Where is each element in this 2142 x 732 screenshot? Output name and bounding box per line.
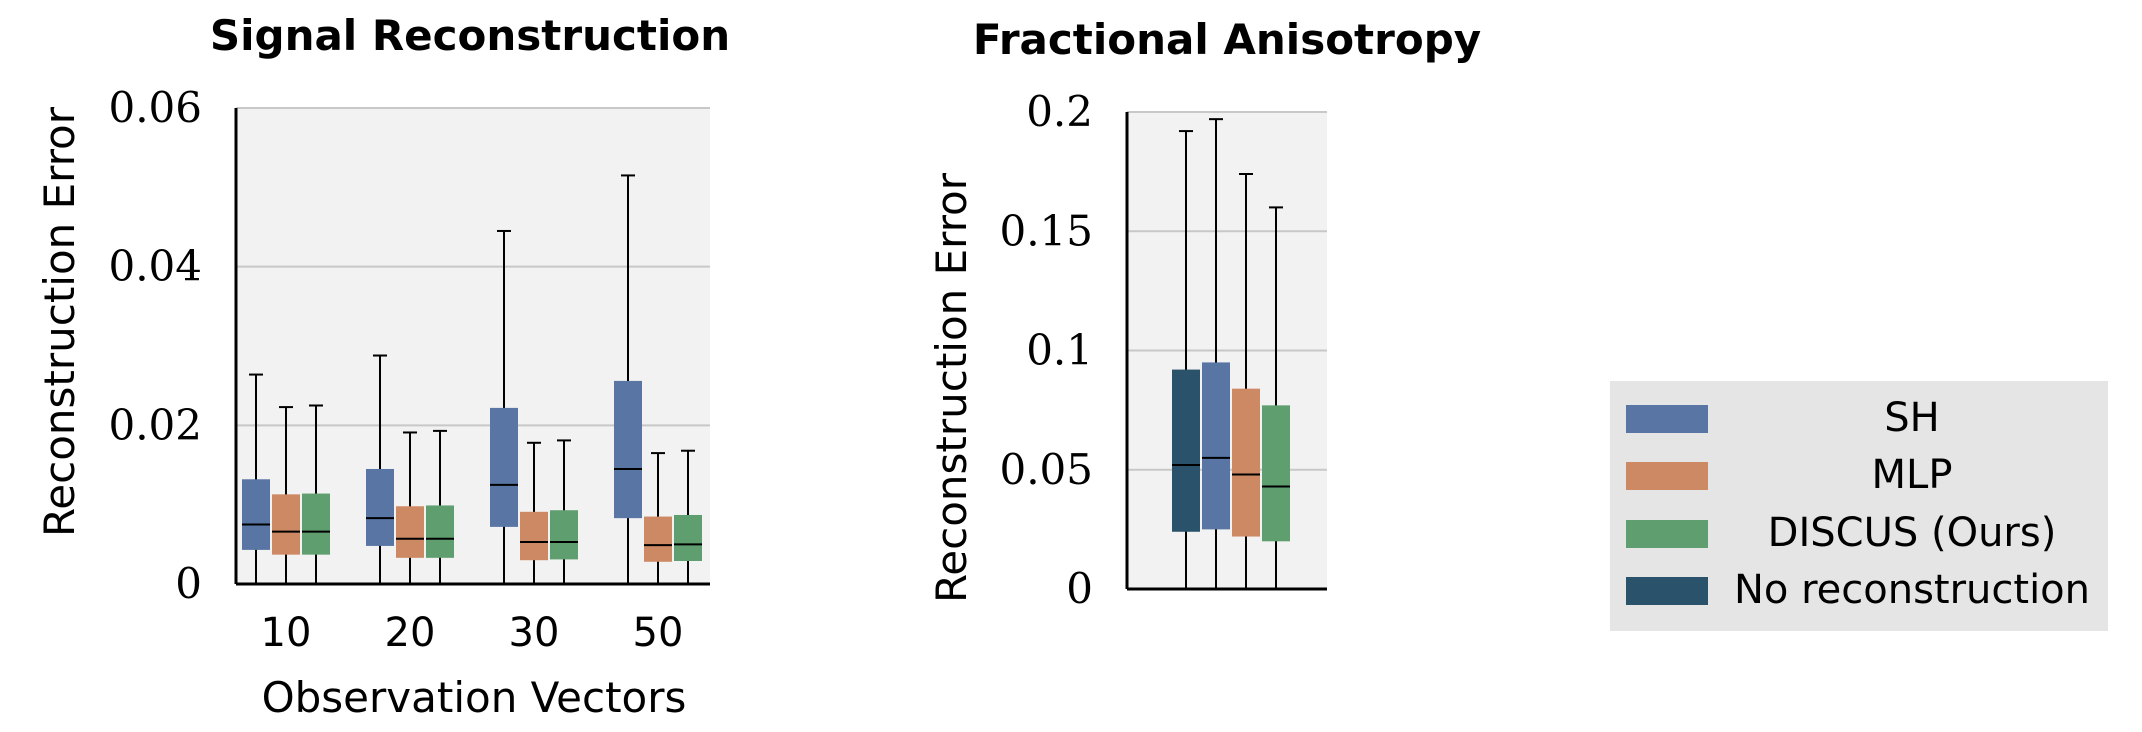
x-tick-label: 10: [261, 610, 312, 656]
iqr-box: [366, 468, 394, 546]
panel-title: Fractional Anisotropy: [973, 15, 1481, 64]
box-mlp-all: [1232, 173, 1260, 589]
iqr-box: [1232, 388, 1260, 537]
box-no-reconstruction-all: [1172, 130, 1200, 589]
legend-label: DISCUS (Ours): [1768, 510, 2057, 556]
y-axis-label: Reconstruction Error: [35, 106, 84, 537]
legend-swatch: [1626, 577, 1708, 605]
box-mlp-50: [644, 452, 672, 584]
iqr-box: [272, 494, 300, 555]
iqr-box: [1202, 362, 1230, 530]
box-discus-ours--30: [550, 439, 578, 584]
legend-item-discus: DISCUS (Ours): [1626, 510, 2056, 556]
y-tick-label: 0.06: [108, 83, 202, 132]
legend-label: SH: [1884, 395, 1939, 441]
fractional-anisotropy-panel: Fractional Anisotropy Reconstruction Err…: [927, 15, 1481, 613]
box-mlp-20: [396, 431, 424, 584]
legend-swatch: [1626, 405, 1708, 433]
iqr-box: [550, 510, 578, 560]
iqr-box: [674, 514, 702, 561]
y-tick-label: 0: [175, 559, 202, 608]
iqr-box: [614, 380, 642, 519]
box-sh-20: [366, 354, 394, 584]
panel-title: Signal Reconstruction: [210, 11, 730, 60]
box-discus-ours--10: [302, 404, 330, 584]
x-axis-label: Observation Vectors: [262, 673, 687, 722]
legend-item-sh: SH: [1626, 395, 1940, 441]
legend-item-mlp: MLP: [1626, 452, 1952, 498]
y-tick-label: 0.2: [1026, 87, 1093, 136]
legend: SH MLP DISCUS (Ours) No reconstruction: [1610, 381, 2108, 631]
iqr-box: [644, 516, 672, 562]
y-tick-label: 0.02: [108, 400, 202, 449]
box-sh-all: [1202, 118, 1230, 589]
signal-reconstruction-panel: Signal Reconstruction Reconstruction Err…: [35, 11, 730, 722]
iqr-box: [242, 479, 270, 550]
legend-label: MLP: [1872, 452, 1953, 498]
y-axis-label: Reconstruction Error: [927, 172, 976, 603]
box-sh-50: [614, 174, 642, 584]
box-discus-ours--20: [426, 429, 454, 584]
x-tick-label: 50: [633, 610, 684, 656]
box-mlp-10: [272, 406, 300, 584]
legend-item-no-reconstruction: No reconstruction: [1626, 567, 2090, 613]
y-tick-label: 0.1: [1026, 326, 1093, 375]
box-discus-ours--50: [674, 449, 702, 584]
iqr-box: [520, 511, 548, 561]
iqr-box: [1172, 369, 1200, 532]
iqr-box: [426, 505, 454, 558]
y-tick-label: 0: [1066, 564, 1093, 613]
y-tick-label: 0.15: [999, 206, 1093, 255]
box-discus-ours--all: [1262, 206, 1290, 589]
y-tick-label: 0.04: [108, 242, 202, 291]
iqr-box: [302, 493, 330, 555]
x-tick-label: 30: [509, 610, 560, 656]
box-sh-30: [490, 229, 518, 584]
box-sh-10: [242, 373, 270, 584]
legend-swatch: [1626, 520, 1708, 548]
legend-swatch: [1626, 462, 1708, 490]
y-tick-label: 0.05: [999, 445, 1093, 494]
iqr-box: [1262, 405, 1290, 542]
x-tick-label: 20: [385, 610, 436, 656]
legend-label: No reconstruction: [1734, 567, 2090, 613]
iqr-box: [490, 407, 518, 527]
iqr-box: [396, 506, 424, 558]
box-mlp-30: [520, 441, 548, 584]
